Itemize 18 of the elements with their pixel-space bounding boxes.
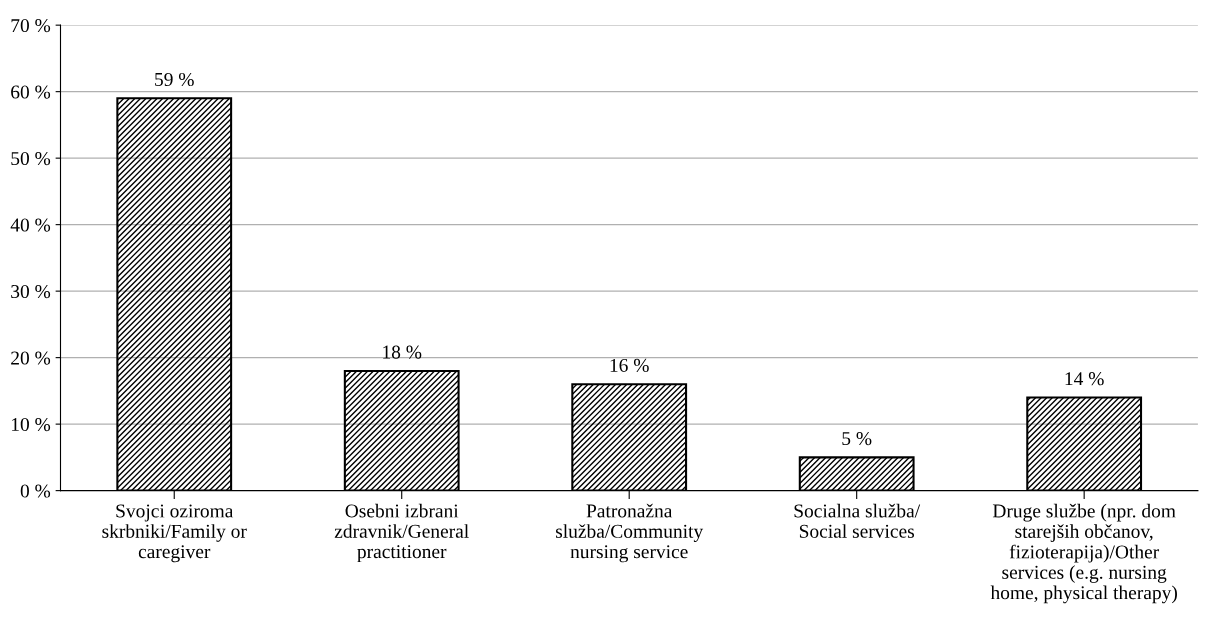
x-tick-label: Osebni izbrani zdravnik/General practitioner [334,503,469,563]
data-label: 59 % [155,72,194,87]
y-tick-label: 70 % [11,18,51,33]
y-tick-label: 30 % [11,284,51,299]
y-tick-label: 10 % [11,417,51,432]
y-tick-label: 0 % [20,484,51,498]
x-tick-label: Socialna služba/ Social services [794,503,921,538]
y-tick-label: 60 % [11,85,51,99]
data-label: 5 % [842,431,872,446]
y-tick-label: 20 % [11,351,51,365]
data-label: 18 % [383,345,422,359]
data-label: 14 % [1065,372,1104,386]
x-tick-label: Druge službe (npr. dom starejših občanov, fizioterapija)/Other services (e.g. nursing home, physical therapy) [990,503,1177,604]
x-tick-label: Svojci oziroma skrbniki/Family or caregiver [102,504,247,563]
x-tick-label: Patronažna služba/Community nursing service [556,503,704,563]
y-tick-label: 50 % [11,151,51,166]
data-label: 16 % [610,358,649,373]
y-tick-label: 40 % [10,218,51,232]
